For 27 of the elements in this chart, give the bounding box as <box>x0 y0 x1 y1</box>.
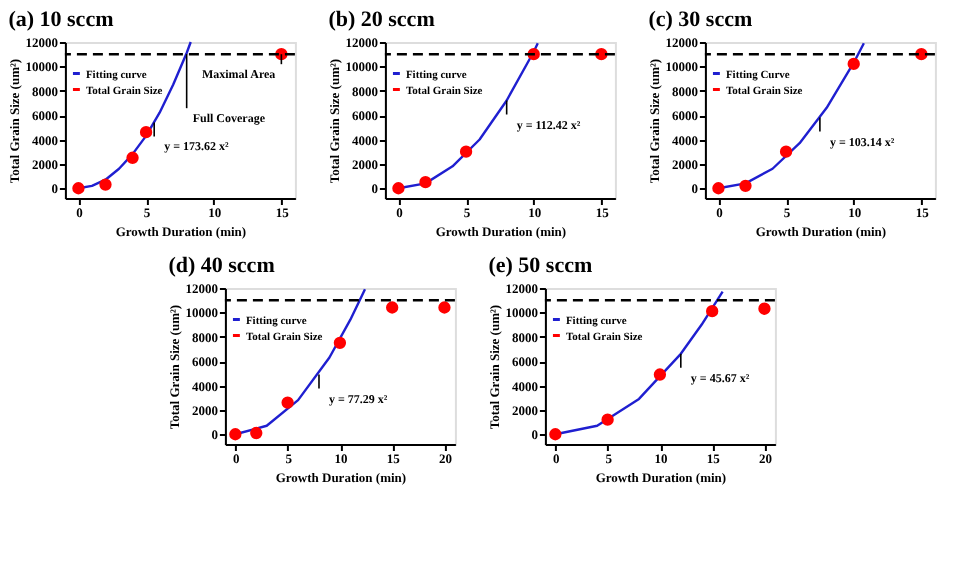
point <box>601 413 614 426</box>
point <box>250 426 263 440</box>
point <box>739 179 752 192</box>
point <box>847 57 860 71</box>
point <box>72 182 85 195</box>
point <box>712 182 725 195</box>
point <box>779 145 793 158</box>
point <box>459 145 473 158</box>
point <box>99 178 112 191</box>
point <box>549 428 562 441</box>
chart-title: (e) 50 sccm <box>488 254 593 278</box>
point <box>333 336 347 349</box>
point <box>419 176 432 189</box>
point <box>758 302 771 315</box>
point <box>139 126 153 139</box>
point <box>126 151 139 164</box>
chart-title: (b) 20 sccm <box>328 8 435 32</box>
point <box>706 305 719 318</box>
point <box>438 301 451 314</box>
point <box>281 396 294 409</box>
chart-title: (a) 10 sccm <box>8 8 114 32</box>
point <box>653 368 667 381</box>
chart-title: (d) 40 sccm <box>168 254 275 278</box>
point <box>386 301 399 314</box>
point <box>229 428 242 441</box>
point <box>392 182 405 195</box>
chart-title: (c) 30 sccm <box>648 8 753 32</box>
